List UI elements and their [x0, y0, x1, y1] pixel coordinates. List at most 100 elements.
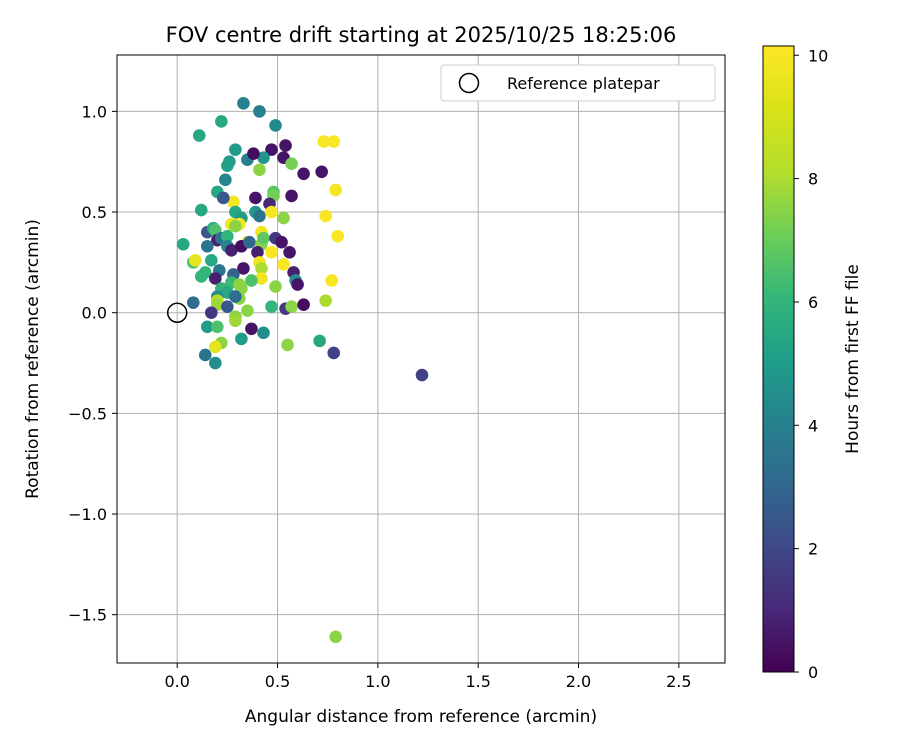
scatter-point: [251, 245, 264, 259]
x-tick-label: 2.0: [566, 672, 591, 691]
colorbar-label: Hours from first FF file: [843, 264, 863, 454]
scatter-point: [247, 147, 260, 160]
scatter-point: [200, 320, 214, 334]
scatter-point: [325, 274, 339, 287]
y-tick-label: 0.0: [82, 304, 107, 323]
x-axis-label: Angular distance from reference (arcmin): [245, 707, 597, 727]
colorbar-tick-label: 6: [808, 293, 818, 312]
chart-title: FOV centre drift starting at 2025/10/25 …: [166, 23, 677, 47]
scatter-point: [313, 334, 326, 348]
scatter-point: [221, 300, 234, 313]
scatter-point: [265, 245, 278, 259]
scatter-point: [198, 348, 212, 362]
scatter-point: [245, 274, 258, 287]
scatter-point: [194, 270, 208, 283]
scatter-point: [225, 243, 238, 257]
x-tick-label: 0.5: [265, 672, 290, 691]
x-tick-label: 1.0: [365, 672, 390, 691]
colorbar-tick-label: 2: [808, 540, 818, 559]
scatter-point: [277, 211, 290, 225]
colorbar-gradient: [762, 45, 795, 673]
scatter-point: [215, 115, 228, 128]
legend-marker-icon: [458, 72, 480, 94]
scatter-point: [269, 280, 282, 293]
scatter-point: [253, 163, 266, 177]
scatter-point: [275, 235, 288, 249]
y-tick-label: 1.0: [82, 102, 107, 121]
scatter-point: [283, 245, 296, 259]
scatter-point: [265, 205, 278, 219]
scatter-point: [249, 191, 262, 205]
scatter-point: [285, 189, 298, 203]
y-axis-ticks: 1.0 0.5 0.0 −0.5 −1.0 −1.5: [68, 102, 117, 625]
y-tick-label: −1.0: [68, 505, 107, 524]
scatter-point: [285, 300, 298, 313]
scatter-point: [237, 262, 250, 275]
scatter-point: [257, 326, 270, 340]
scatter-point: [241, 304, 254, 317]
scatter-point: [192, 129, 206, 142]
y-tick-label: 0.5: [82, 203, 107, 222]
y-tick-label: −1.5: [68, 606, 107, 625]
scatter-point: [255, 272, 268, 285]
scatter-point: [285, 157, 298, 171]
scatter-point: [319, 294, 332, 307]
scatter-point: [194, 203, 208, 217]
scatter-point: [227, 195, 240, 209]
scatter-point: [221, 229, 234, 243]
legend-box: [440, 64, 716, 102]
scatter-point: [329, 630, 343, 644]
scatter-point: [176, 237, 190, 251]
scatter-point: [205, 306, 218, 319]
colorbar-ticks: 0 2 4 6 8 10: [794, 46, 828, 682]
data-points: [176, 97, 429, 644]
reference-platepar-marker: [166, 302, 188, 323]
y-axis-label: Rotation from reference (arcmin): [23, 219, 43, 499]
scatter-point: [186, 296, 200, 309]
scatter-point: [229, 314, 242, 328]
colorbar-tick-label: 4: [808, 416, 818, 435]
scatter-point: [229, 219, 242, 233]
scatter-point: [265, 300, 278, 313]
scatter-point: [297, 167, 310, 181]
legend: Reference platepar: [440, 64, 716, 102]
scatter-point: [229, 143, 242, 156]
scatter-point: [257, 151, 270, 164]
scatter-point: [235, 332, 248, 346]
scatter-point: [245, 322, 258, 336]
scatter-point: [277, 258, 290, 271]
x-tick-label: 0.0: [164, 672, 189, 691]
scatter-point: [281, 338, 294, 352]
y-tick-label: −0.5: [68, 404, 107, 423]
scatter-point: [253, 105, 266, 118]
scatter-point: [217, 191, 230, 205]
colorbar-tick-label: 0: [808, 663, 818, 682]
scatter-point: [253, 209, 266, 223]
plot-frame: [116, 54, 726, 664]
scatter-point: [209, 356, 222, 370]
scatter-point: [219, 173, 232, 187]
scatter-point: [200, 239, 214, 253]
x-tick-label: 1.5: [465, 672, 490, 691]
scatter-point: [319, 209, 332, 223]
scatter-point: [317, 135, 330, 148]
x-axis-ticks: 0.0 0.5 1.0 1.5 2.0 2.5: [164, 663, 692, 691]
colorbar: 0 2 4 6 8 10 Hours from first FF file: [762, 45, 863, 682]
scatter-point: [229, 290, 242, 303]
scatter-point: [209, 272, 222, 285]
colorbar-tick-label: 8: [808, 170, 818, 189]
scatter-point: [291, 278, 304, 291]
scatter-point: [209, 340, 222, 354]
legend-label: Reference platepar: [507, 74, 660, 93]
colorbar-tick-label: 10: [808, 46, 828, 65]
x-tick-label: 2.5: [666, 672, 691, 691]
scatter-point: [265, 143, 278, 156]
scatter-point: [415, 368, 429, 382]
scatter-point: [279, 139, 292, 152]
scatter-point: [211, 320, 224, 334]
scatter-point: [327, 346, 341, 360]
scatter-point: [257, 231, 270, 245]
scatter-point: [269, 119, 282, 132]
scatter-point: [331, 229, 345, 243]
